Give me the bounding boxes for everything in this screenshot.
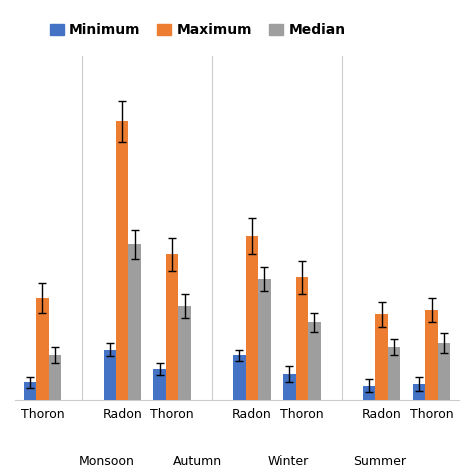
Bar — [296, 277, 308, 401]
Bar — [246, 236, 258, 401]
Bar — [154, 369, 166, 401]
Bar — [388, 347, 401, 401]
Bar — [128, 245, 141, 401]
Bar — [166, 254, 178, 401]
Bar — [49, 356, 61, 401]
Bar — [116, 121, 128, 401]
Text: Monsoon: Monsoon — [79, 455, 135, 468]
Bar — [0, 282, 11, 401]
Bar — [425, 310, 438, 401]
Text: Winter: Winter — [268, 455, 309, 468]
Bar — [258, 279, 271, 401]
Bar — [103, 349, 116, 401]
Bar — [438, 343, 450, 401]
Bar — [233, 356, 246, 401]
Bar — [178, 306, 191, 401]
Bar — [363, 386, 375, 401]
Bar — [375, 314, 388, 401]
Bar — [24, 383, 36, 401]
Text: Summer: Summer — [353, 455, 406, 468]
Legend: Minimum, Maximum, Median: Minimum, Maximum, Median — [44, 18, 351, 43]
Bar — [283, 374, 296, 401]
Bar — [308, 322, 320, 401]
Text: Autumn: Autumn — [173, 455, 222, 468]
Bar — [36, 298, 49, 401]
Bar — [413, 384, 425, 401]
